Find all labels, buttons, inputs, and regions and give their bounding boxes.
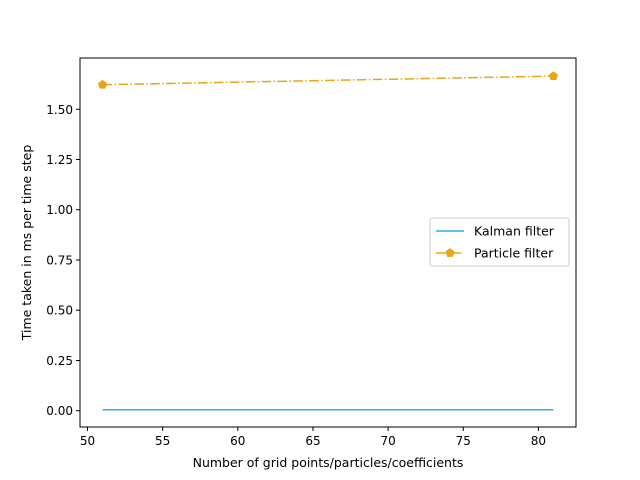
y-tick-label: 0.00 [46, 404, 73, 418]
y-tick-label: 0.50 [46, 304, 73, 318]
legend-marker [445, 248, 455, 257]
series-line-1 [102, 75, 554, 86]
legend-label: Particle filter [474, 246, 554, 261]
legend-label: Kalman filter [474, 224, 555, 239]
x-ticks: 50 55 60 65 70 75 80 [80, 427, 546, 448]
data-point [548, 71, 559, 80]
x-tick-label: 60 [230, 434, 245, 448]
legend: Kalman filter Particle filter [429, 217, 570, 267]
series-layer [97, 71, 559, 411]
data-point [97, 79, 108, 89]
legend-box [429, 217, 570, 267]
x-tick-label: 65 [305, 434, 320, 448]
x-tick-label: 80 [531, 434, 546, 448]
y-ticks: 0.00 0.25 0.50 0.75 1.00 1.25 1.50 [46, 103, 80, 418]
y-tick-label: 1.25 [46, 153, 73, 167]
y-tick-label: 1.00 [46, 203, 73, 217]
x-axis-label: Number of grid points/particles/coeffici… [193, 455, 464, 470]
y-tick-label: 1.50 [46, 103, 73, 117]
plot-frame [79, 57, 577, 428]
legend-items: Kalman filter Particle filter [436, 224, 555, 261]
x-tick-label: 70 [380, 434, 395, 448]
y-tick-label: 0.25 [46, 354, 73, 368]
x-tick-label: 55 [155, 434, 170, 448]
y-axis-label: Time taken in ms per time step [19, 145, 34, 342]
x-tick-label: 75 [456, 434, 471, 448]
y-tick-label: 0.75 [46, 253, 73, 267]
x-tick-label: 50 [80, 434, 95, 448]
